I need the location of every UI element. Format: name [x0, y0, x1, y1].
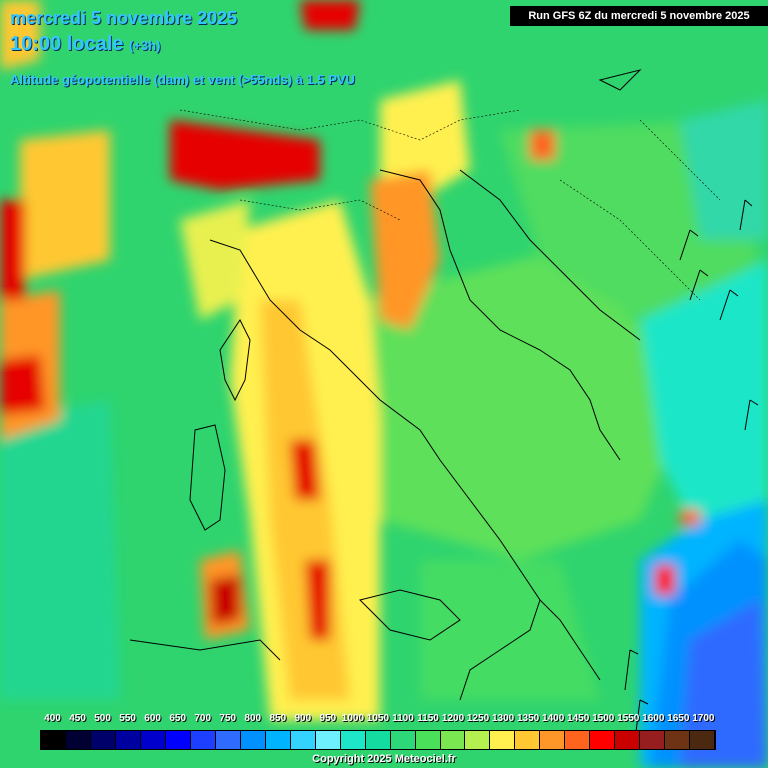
legend-swatch [190, 731, 216, 749]
legend-swatch [640, 731, 666, 749]
wind-barbs [624, 199, 759, 741]
legend-tick-1400: 1400 [542, 713, 565, 724]
legend-swatch [340, 731, 366, 749]
forecast-offset: (+3h) [128, 38, 161, 53]
legend-swatch [90, 731, 116, 749]
legend-swatch [665, 731, 691, 749]
legend-tick-950: 950 [319, 713, 337, 724]
legend-tick-labels: 400 450 500 550 600 650 700 750 800 850 900 950 1000… [40, 713, 716, 727]
legend-swatch [65, 731, 91, 749]
legend-tick-450: 450 [69, 713, 86, 724]
legend-swatch [515, 731, 541, 749]
legend-tick-1000: 1000 [341, 713, 365, 724]
legend-swatch [290, 731, 316, 749]
legend-tick-650: 650 [169, 713, 187, 724]
legend-swatch [140, 731, 166, 749]
legend-tick-550: 550 [119, 713, 136, 724]
parameter-title: Altitude géopotentielle (dam) et vent (>… [10, 72, 355, 87]
legend-swatch [540, 731, 566, 749]
legend-tick-1500: 1500 [592, 713, 615, 724]
forecast-time: 10:00 locale (+3h) [10, 33, 160, 56]
legend-swatch [690, 731, 716, 749]
legend-swatch [315, 731, 341, 749]
legend-swatch [41, 731, 66, 749]
legend-swatch [215, 731, 241, 749]
legend-tick-1650: 1650 [667, 713, 690, 724]
legend-tick-1700: 1700 [692, 713, 715, 724]
legend-swatch [415, 731, 441, 749]
legend-swatch [565, 731, 591, 749]
legend-swatch [240, 731, 266, 749]
legend-swatch [440, 731, 466, 749]
legend-swatch [590, 731, 616, 749]
legend-swatch [265, 731, 291, 749]
legend-tick-1200: 1200 [441, 713, 465, 724]
borders [179, 109, 721, 301]
legend-tick-900: 900 [294, 713, 312, 724]
legend-swatch [490, 731, 516, 749]
legend-tick-500: 500 [94, 713, 111, 724]
legend-swatch [115, 731, 141, 749]
legend-colorbar [40, 730, 716, 750]
legend-tick-1150: 1150 [417, 713, 439, 724]
copyright: Copyright 2025 Meteociel.fr [312, 753, 456, 765]
legend-tick-1600: 1600 [642, 713, 665, 724]
run-label: Run GFS 6Z du mercredi 5 novembre 2025 [510, 6, 768, 26]
legend-tick-700: 700 [194, 713, 212, 724]
legend-tick-1250: 1250 [466, 713, 490, 724]
legend-tick-1300: 1300 [491, 713, 515, 724]
legend-tick-1550: 1550 [617, 713, 640, 724]
legend-swatch [465, 731, 491, 749]
legend-tick-400: 400 [44, 713, 61, 724]
legend-swatch [165, 731, 191, 749]
legend-tick-800: 800 [244, 713, 262, 724]
legend-swatch [615, 731, 641, 749]
legend-tick-1450: 1450 [567, 713, 590, 724]
legend-swatch [365, 731, 391, 749]
legend-tick-850: 850 [269, 713, 287, 724]
legend-swatch [390, 731, 416, 749]
legend-tick-1100: 1100 [392, 713, 414, 724]
forecast-time-value: 10:00 locale [10, 33, 124, 55]
legend-tick-1350: 1350 [516, 713, 540, 724]
coastlines [129, 69, 642, 701]
legend-tick-1050: 1050 [366, 713, 390, 724]
legend-tick-600: 600 [144, 713, 161, 724]
forecast-date: mercredi 5 novembre 2025 [10, 8, 238, 28]
legend-tick-750: 750 [219, 713, 237, 724]
